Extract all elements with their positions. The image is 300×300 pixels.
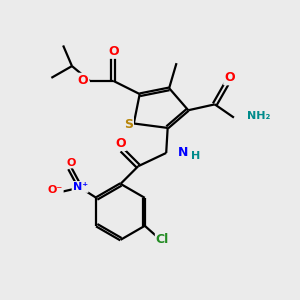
Text: O: O	[115, 137, 126, 150]
Text: O: O	[78, 74, 88, 87]
Text: NH₂: NH₂	[247, 111, 271, 121]
Text: N⁺: N⁺	[73, 182, 88, 192]
Text: N: N	[178, 146, 188, 159]
Text: H: H	[191, 151, 200, 161]
Text: Cl: Cl	[156, 232, 169, 246]
Text: O⁻: O⁻	[47, 185, 63, 196]
Text: S: S	[124, 118, 133, 130]
Text: O: O	[224, 71, 235, 84]
Text: O: O	[67, 158, 76, 167]
Text: O: O	[108, 45, 119, 58]
